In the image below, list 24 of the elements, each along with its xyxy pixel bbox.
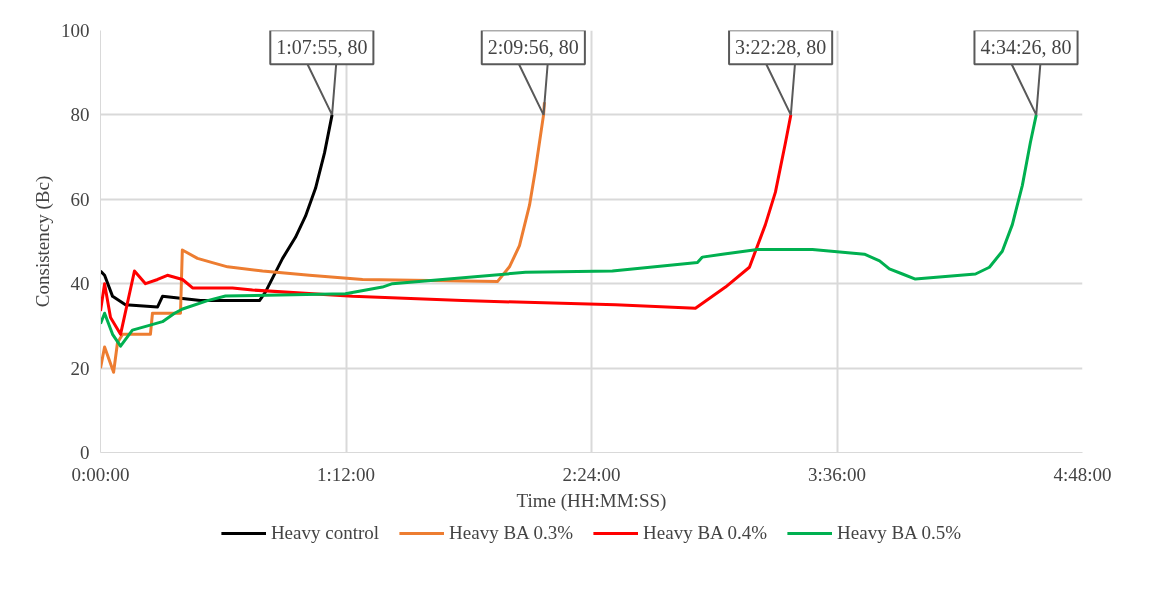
y-tick-label: 80	[70, 104, 90, 126]
x-tick-label: 3:36:00	[807, 463, 867, 485]
annotation: 1:07:55, 80	[276, 36, 368, 59]
line-series	[100, 113, 1038, 348]
annotation: 2:09:56, 80	[487, 36, 579, 59]
line-series	[100, 113, 334, 309]
x-tick-label: 2:24:00	[562, 463, 621, 485]
y-tick-label: 100	[61, 20, 90, 41]
x-tick-label: 4:48:00	[1053, 463, 1112, 485]
legend-label: Heavy BA 0.5%	[837, 522, 962, 544]
x-tick-label: 1:12:00	[316, 463, 376, 485]
y-axis-title: Consistency (Bc)	[32, 175, 54, 308]
annotation: 4:34:26, 80	[980, 36, 1072, 59]
x-axis-title: Time (HH:MM:SS)	[516, 489, 667, 512]
y-tick-label: 40	[70, 273, 90, 295]
legend-label: Heavy BA 0.4%	[643, 522, 768, 544]
annotation: 3:22:28, 80	[735, 36, 827, 59]
legend-label: Heavy BA 0.3%	[449, 522, 574, 544]
x-tick-label: 0:00:00	[71, 463, 130, 485]
legend-label: Heavy control	[270, 522, 380, 544]
line-series	[100, 113, 793, 336]
y-tick-label: 0	[80, 442, 90, 463]
y-tick-label: 20	[70, 357, 90, 379]
y-tick-label: 60	[70, 188, 90, 210]
